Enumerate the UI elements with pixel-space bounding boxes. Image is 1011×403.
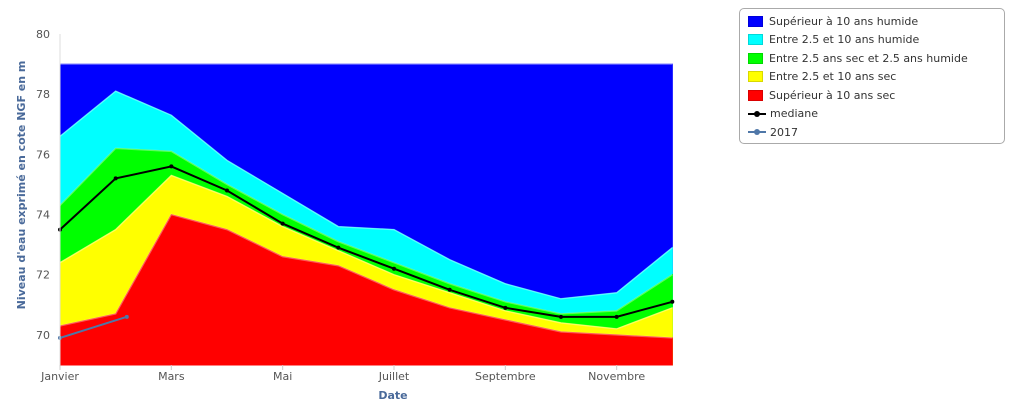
- legend-item-mediane[interactable]: mediane: [748, 105, 1004, 124]
- line-2017: [59, 315, 128, 339]
- y-tick-label: 70: [36, 329, 50, 342]
- y-tick-label: 78: [36, 88, 50, 101]
- point-mediane[interactable]: [113, 176, 118, 181]
- area-layers: [59, 63, 673, 366]
- legend-label: Supérieur à 10 ans humide: [769, 14, 919, 28]
- x-tick-label: Mai: [273, 370, 292, 383]
- x-tick-label: Juillet: [378, 370, 410, 383]
- legend-label: Entre 2.5 et 10 ans humide: [769, 33, 920, 47]
- y-tick-label: 80: [36, 28, 50, 41]
- area-edge-superieur-a-10-ans-sec: [59, 213, 673, 339]
- x-axis-title: Date: [378, 389, 407, 402]
- area-superieur-a-10-ans-sec: [59, 213, 673, 366]
- point-mediane[interactable]: [169, 164, 174, 169]
- legend-swatch: [748, 71, 763, 83]
- area-edge-entre-2-5-ans-sec-et-2-5-ans-humide: [59, 147, 673, 315]
- x-tick-label: Novembre: [588, 370, 645, 383]
- legend-swatch: [748, 128, 766, 136]
- point-mediane[interactable]: [614, 314, 619, 319]
- chart-plot: 70 72 74 76 78 80 Janvier Mars Mai Juillet Septem…: [15, 28, 675, 402]
- point-mediane[interactable]: [280, 221, 285, 226]
- legend-label: Supérieur à 10 ans sec: [769, 88, 896, 102]
- legend-item-2017[interactable]: 2017: [748, 123, 1004, 142]
- legend-label: mediane: [770, 107, 819, 121]
- legend-swatch: [748, 89, 763, 101]
- point-mediane[interactable]: [225, 188, 229, 193]
- x-axis-ticks: Janvier Mars Mai Juillet Septembre Novembre: [40, 365, 645, 383]
- legend-label: Entre 2.5 ans sec et 2.5 ans humide: [769, 51, 968, 65]
- y-axis-ticks: 70 72 74 76 78 80: [36, 28, 50, 342]
- point-mediane[interactable]: [559, 314, 563, 319]
- legend: Supérieur à 10 ans humide Entre 2.5 et 10…: [739, 8, 1005, 144]
- legend-label: 2017: [770, 125, 798, 139]
- point-mediane[interactable]: [503, 305, 508, 310]
- point-mediane[interactable]: [336, 245, 341, 250]
- legend-label: Entre 2.5 et 10 ans sec: [769, 70, 897, 84]
- line-mediane: [59, 165, 673, 318]
- legend-item-entre-2-5-ans-sec-et-2-5-ans-humide[interactable]: Entre 2.5 ans sec et 2.5 ans humide: [748, 49, 1004, 68]
- y-tick-label: 72: [36, 269, 50, 282]
- legend-item-superieur-a-10-ans-humide[interactable]: Supérieur à 10 ans humide: [748, 12, 1004, 31]
- y-tick-label: 74: [36, 209, 50, 222]
- point-2017[interactable]: [124, 314, 129, 319]
- point-mediane[interactable]: [392, 266, 396, 271]
- legend-swatch: [748, 15, 763, 27]
- y-axis-title: Niveau d'eau exprimé en cote NGF en m: [15, 61, 28, 310]
- point-mediane[interactable]: [447, 287, 452, 292]
- legend-item-superieur-a-10-ans-sec[interactable]: Supérieur à 10 ans sec: [748, 86, 1004, 105]
- point-mediane[interactable]: [670, 299, 675, 304]
- x-tick-label: Mars: [158, 370, 185, 383]
- x-tick-label: Janvier: [40, 370, 79, 383]
- area-edge-entre-2-5-et-10-ans-sec: [59, 174, 673, 330]
- legend-item-entre-2-5-et-10-ans-humide[interactable]: Entre 2.5 et 10 ans humide: [748, 31, 1004, 50]
- legend-item-entre-2-5-et-10-ans-sec[interactable]: Entre 2.5 et 10 ans sec: [748, 68, 1004, 87]
- x-tick-label: Septembre: [475, 370, 536, 383]
- area-edge-entre-2-5-et-10-ans-humide: [59, 90, 673, 300]
- legend-swatch: [748, 110, 766, 118]
- y-tick-label: 76: [36, 148, 50, 161]
- legend-swatch: [748, 34, 763, 46]
- legend-swatch: [748, 52, 763, 64]
